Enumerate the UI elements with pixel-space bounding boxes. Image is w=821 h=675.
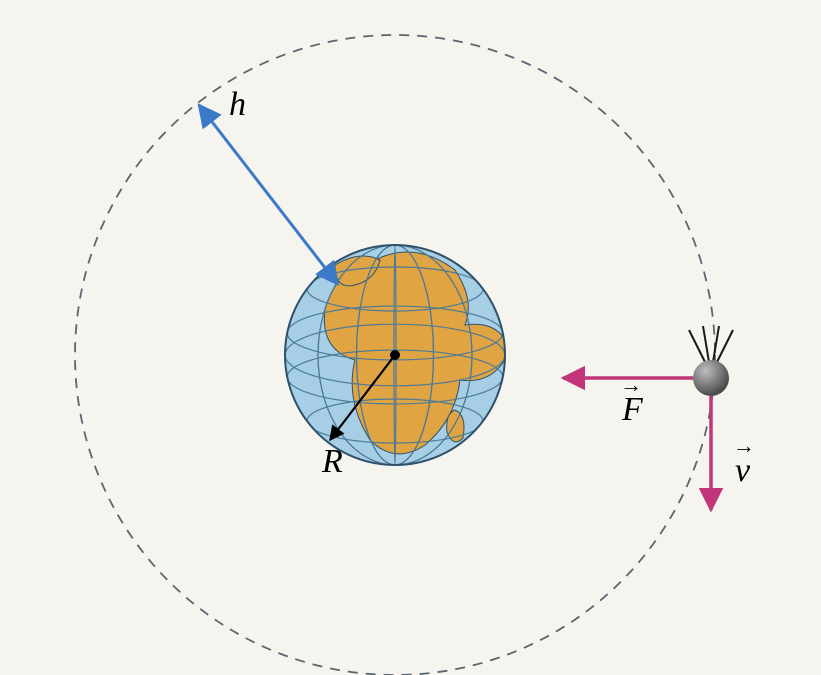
altitude-label: h	[229, 86, 246, 123]
force-vector-label: → F	[620, 372, 644, 428]
svg-text:F: F	[621, 391, 644, 428]
earth-radius-label: R	[321, 443, 343, 480]
svg-text:v: v	[735, 452, 751, 489]
